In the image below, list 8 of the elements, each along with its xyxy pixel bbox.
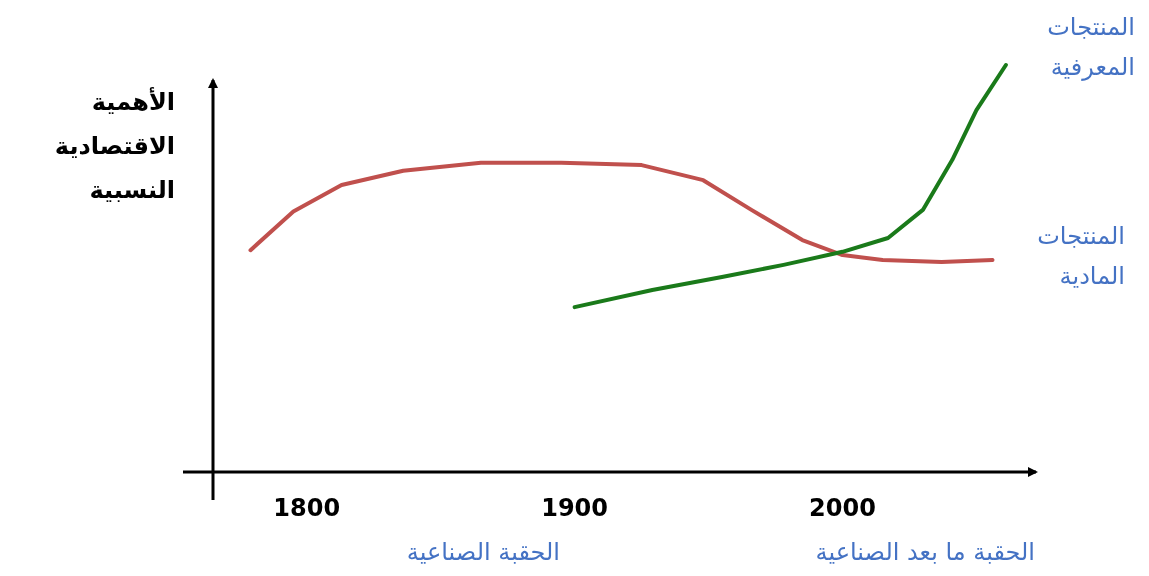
y-axis-title: الأهمية الاقتصادية النسبية xyxy=(54,87,175,204)
text: الحقبة الصناعية xyxy=(406,538,560,566)
text: الحقبة ما بعد الصناعية xyxy=(815,538,1035,566)
series-label: المنتجات المادية xyxy=(1037,222,1125,290)
x-tick-label: 1800 xyxy=(273,494,341,522)
series-label: المنتجات المعرفية xyxy=(1047,13,1135,81)
x-tick-label: 1900 xyxy=(541,494,609,522)
x-tick-label: 2000 xyxy=(809,494,876,522)
